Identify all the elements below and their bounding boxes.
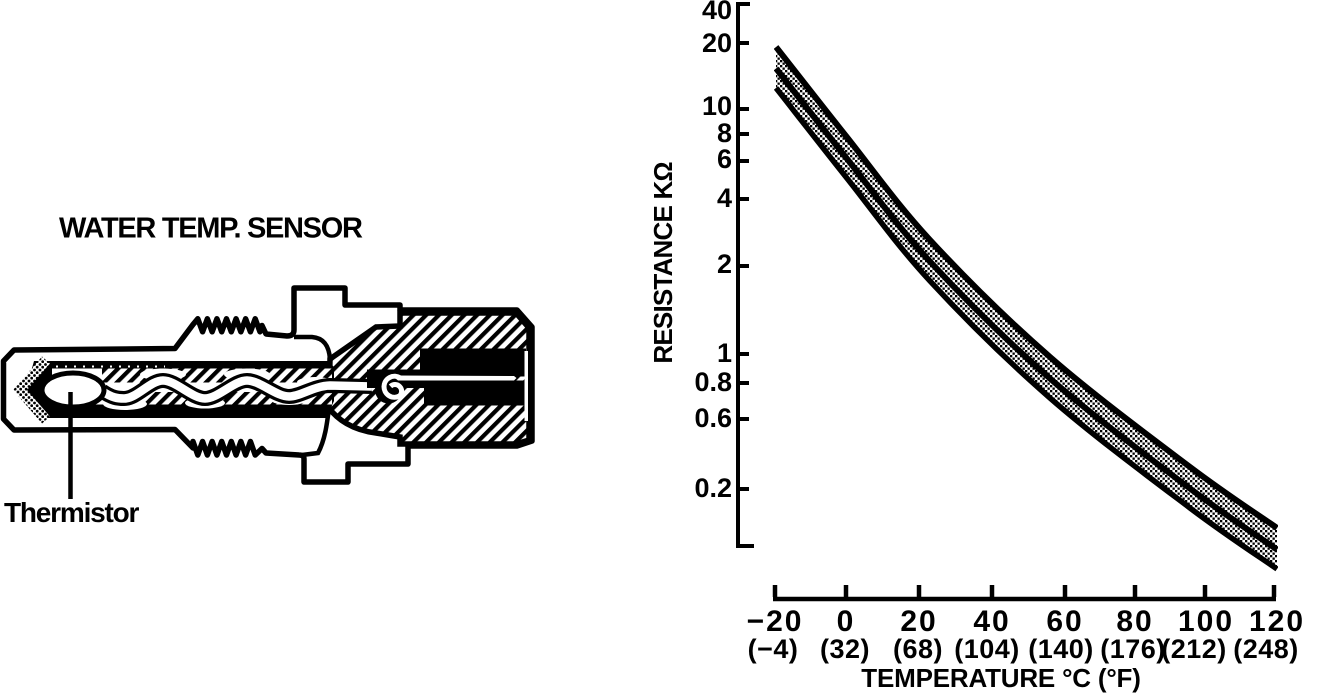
svg-text:1: 1 [717,338,732,368]
svg-text:20: 20 [702,28,732,58]
svg-text:6: 6 [717,144,732,174]
svg-text:0: 0 [837,605,856,638]
svg-text:−20: −20 [747,605,804,638]
svg-text:(140): (140) [1028,634,1094,664]
svg-text:4: 4 [717,183,732,213]
svg-text:(68): (68) [893,634,943,664]
svg-text:TEMPERATURE °C (°F): TEMPERATURE °C (°F) [861,663,1140,693]
svg-text:120: 120 [1249,605,1305,638]
svg-text:(212): (212) [1161,634,1227,664]
svg-text:(176): (176) [1100,634,1166,664]
svg-text:2: 2 [717,249,732,279]
svg-text:60: 60 [1046,605,1083,638]
svg-text:0.8: 0.8 [694,367,732,397]
svg-text:0.6: 0.6 [694,403,732,433]
svg-text:(−4): (−4) [748,634,799,664]
svg-text:Thermistor: Thermistor [4,497,140,528]
svg-text:RESISTANCE KΩ: RESISTANCE KΩ [648,162,678,363]
svg-text:40: 40 [973,605,1010,638]
svg-text:100: 100 [1178,605,1234,638]
svg-text:80: 80 [1116,605,1153,638]
svg-text:8: 8 [717,118,732,148]
svg-text:0.2: 0.2 [694,473,732,503]
svg-text:40: 40 [702,0,732,25]
svg-text:WATER TEMP. SENSOR: WATER TEMP. SENSOR [59,213,363,245]
svg-text:20: 20 [900,605,937,638]
svg-text:(32): (32) [820,634,870,664]
svg-text:(104): (104) [954,634,1020,664]
svg-text:(248): (248) [1233,634,1299,664]
svg-text:10: 10 [702,91,732,121]
